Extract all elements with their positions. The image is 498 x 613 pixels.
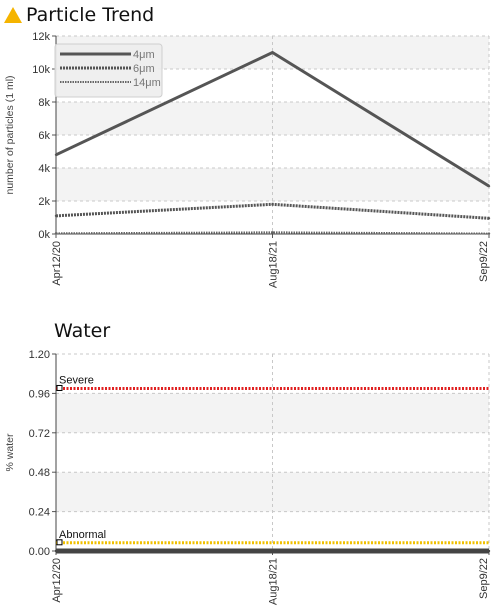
threshold-marker bbox=[56, 384, 63, 391]
y-tick-label: 0.24 bbox=[29, 507, 50, 519]
data-point bbox=[487, 217, 491, 220]
series-line bbox=[55, 231, 490, 235]
water-plot: 0.00 0.24 0.48 0.72 0.96 1.20 Apr12/20 Aug18/21… bbox=[4, 349, 491, 605]
data-point bbox=[271, 203, 274, 206]
data-point bbox=[487, 184, 491, 188]
y-tick-label: 0.00 bbox=[29, 546, 50, 558]
y-tick-label: 4k bbox=[38, 163, 50, 175]
threshold-label: Severe bbox=[59, 374, 94, 386]
x-tick-label: Sep9/22 bbox=[478, 241, 490, 282]
x-tick-label: Aug18/21 bbox=[268, 558, 280, 605]
y-tick-label: 2k bbox=[38, 196, 50, 208]
legend-label: 14μm bbox=[133, 77, 161, 89]
y-tick-label: 0k bbox=[38, 229, 50, 241]
data-point bbox=[271, 549, 274, 553]
data-point bbox=[487, 549, 491, 553]
chart-title: Particle Trend bbox=[26, 4, 155, 26]
y-tick-label: 8k bbox=[38, 97, 50, 109]
data-point bbox=[54, 214, 58, 218]
legend-label: 6μm bbox=[133, 63, 155, 75]
data-point bbox=[271, 51, 274, 54]
threshold-label: Abnormal bbox=[59, 529, 106, 541]
x-tick-label: Aug18/21 bbox=[268, 241, 280, 288]
y-tick-label: 0.96 bbox=[29, 388, 50, 400]
y-axis-label: number of particles (1 ml) bbox=[4, 75, 16, 194]
y-tick-label: 10k bbox=[32, 64, 50, 76]
y-tick-label: 0.48 bbox=[29, 467, 50, 479]
data-point bbox=[271, 231, 274, 234]
x-tick-label: Apr12/20 bbox=[51, 241, 63, 286]
x-tick-label: Sep9/22 bbox=[478, 558, 490, 599]
legend-label: 4μm bbox=[133, 49, 155, 61]
particle-trend-plot: 0k 2k 4k 6k 8k 10k 12k Apr12/20 Aug18/21 Sep9/22 n… bbox=[4, 31, 491, 288]
y-tick-label: 6k bbox=[38, 130, 50, 142]
water-chart: Water 0.00 0.24 0.48 0.72 0.96 1.20 Apr12/20 Au… bbox=[0, 315, 498, 613]
chart-title: Water bbox=[54, 320, 111, 342]
plot-band bbox=[56, 168, 489, 201]
data-point bbox=[54, 232, 58, 235]
particle-trend-chart: Particle Trend 0k 2k 4k 6k 8k 10k 12k Apr12/20 A… bbox=[0, 0, 498, 305]
y-tick-label: 12k bbox=[32, 31, 50, 43]
y-axis-label: % water bbox=[4, 433, 16, 471]
y-tick-label: 0.72 bbox=[29, 428, 50, 440]
data-point bbox=[487, 232, 491, 235]
warning-triangle-icon bbox=[4, 7, 22, 23]
data-point bbox=[54, 153, 58, 156]
plot-band bbox=[56, 102, 489, 135]
threshold-marker bbox=[56, 539, 63, 546]
y-tick-label: 1.20 bbox=[29, 349, 50, 361]
legend-box bbox=[54, 43, 163, 98]
x-tick-label: Apr12/20 bbox=[51, 558, 63, 603]
data-point bbox=[54, 549, 58, 553]
